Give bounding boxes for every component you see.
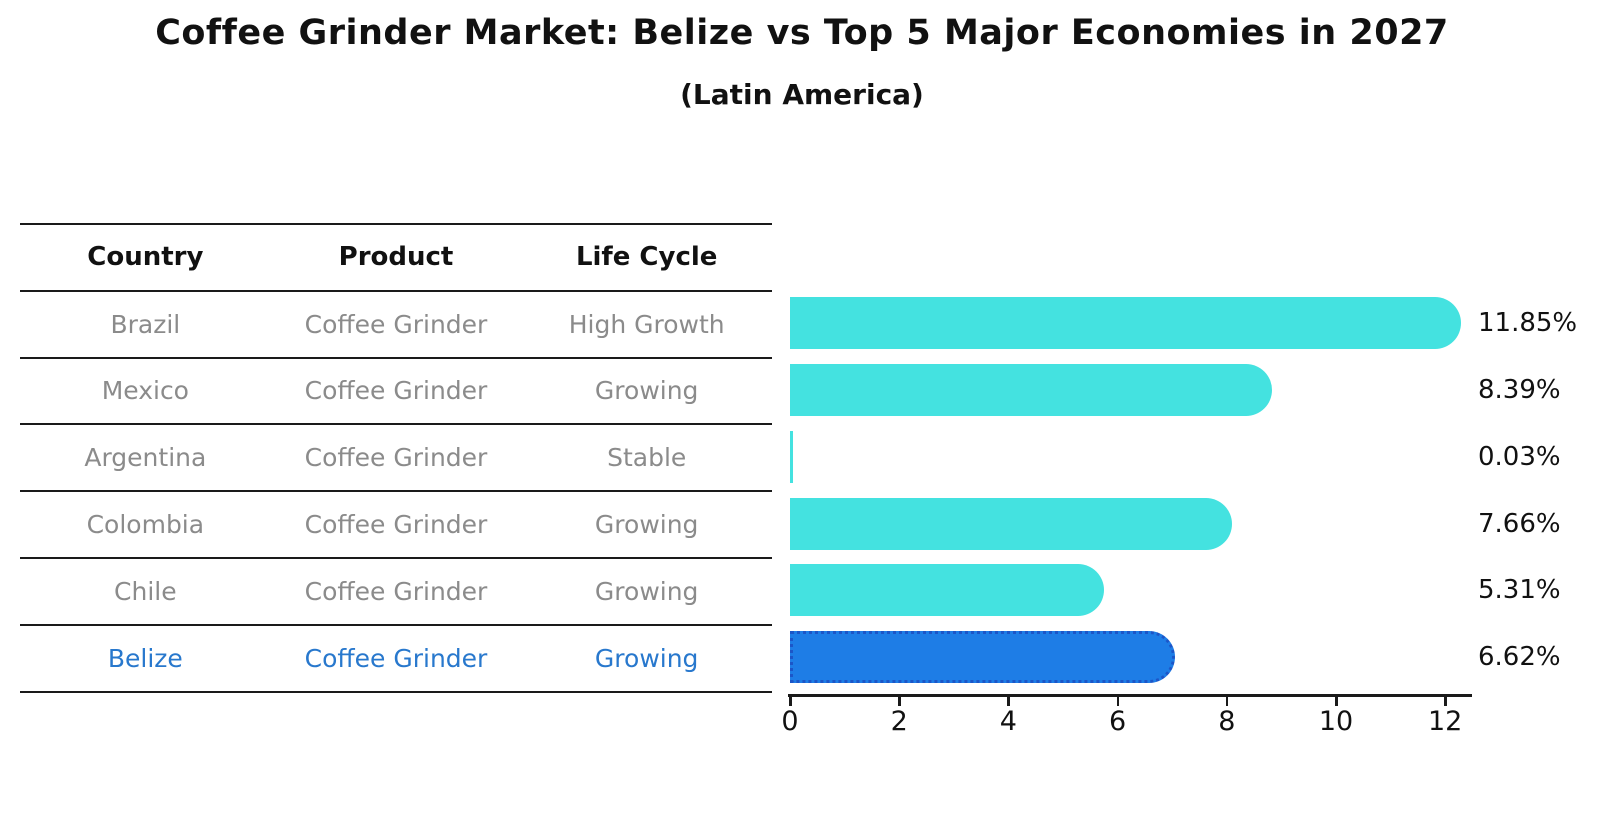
chart-subtitle: (Latin America) bbox=[680, 78, 924, 111]
x-axis-tick-label: 8 bbox=[1218, 706, 1236, 737]
bar-brazil bbox=[790, 297, 1461, 350]
x-axis-tick-mark bbox=[1335, 696, 1338, 706]
life-cycle-cell: Stable bbox=[607, 443, 687, 473]
bar-value-label: 0.03% bbox=[1478, 441, 1561, 472]
life-cycle-cell: Growing bbox=[594, 643, 699, 673]
country-cell: Belize bbox=[107, 643, 183, 673]
product-cell: Coffee Grinder bbox=[304, 643, 488, 673]
bar-value-label: 8.39% bbox=[1478, 375, 1561, 405]
product-cell: Coffee Grinder bbox=[304, 576, 488, 606]
table-header-cell: Country bbox=[87, 242, 204, 273]
bar-argentina bbox=[790, 430, 793, 483]
table-row: Brazil Coffee Grinder High Growth bbox=[20, 289, 772, 357]
country-table: Country Product Life Cycle Brazil Coffee Gri… bbox=[20, 223, 772, 693]
table-row: Chile Coffee Grinder Growing bbox=[20, 556, 772, 624]
table-header-row: Country Product Life Cycle bbox=[20, 223, 772, 290]
x-axis-tick-mark bbox=[789, 696, 792, 706]
table-row: Mexico Coffee Grinder Growing bbox=[20, 356, 772, 424]
x-axis-tick-label: 12 bbox=[1428, 706, 1463, 737]
x-axis-tick-mark bbox=[1007, 696, 1010, 706]
bar-chile bbox=[790, 564, 1104, 617]
bar-mexico bbox=[790, 364, 1273, 416]
x-axis-tick-label: 4 bbox=[999, 706, 1017, 737]
bar-value-label: 5.31% bbox=[1478, 575, 1561, 606]
product-cell: Coffee Grinder bbox=[304, 309, 488, 339]
bar-value-label: 7.66% bbox=[1478, 508, 1561, 539]
life-cycle-cell: Growing bbox=[594, 576, 699, 606]
x-axis-tick-mark bbox=[898, 696, 901, 706]
x-axis-tick-label: 10 bbox=[1318, 706, 1354, 737]
bar-value-label: 11.85% bbox=[1478, 308, 1578, 339]
x-axis-tick-label: 2 bbox=[890, 706, 908, 737]
x-axis-tick-mark bbox=[1225, 696, 1229, 706]
life-cycle-cell: High Growth bbox=[568, 309, 725, 339]
country-cell: Mexico bbox=[101, 376, 189, 406]
x-axis-tick-label: 6 bbox=[1109, 706, 1127, 737]
product-cell: Coffee Grinder bbox=[304, 443, 488, 473]
x-axis-line bbox=[788, 694, 1472, 697]
table-row: Belize Coffee Grinder Growing bbox=[20, 623, 772, 691]
bar-colombia bbox=[790, 497, 1233, 550]
country-cell: Colombia bbox=[86, 510, 205, 540]
country-cell: Argentina bbox=[84, 443, 207, 473]
x-axis-tick-mark bbox=[1116, 696, 1120, 706]
product-cell: Coffee Grinder bbox=[304, 376, 488, 406]
life-cycle-cell: Growing bbox=[594, 376, 699, 406]
product-cell: Coffee Grinder bbox=[304, 510, 488, 540]
country-cell: Chile bbox=[114, 576, 177, 606]
table-row: Colombia Coffee Grinder Growing bbox=[20, 490, 772, 557]
x-axis-tick-label: 0 bbox=[781, 706, 799, 737]
table-header-cell: Product bbox=[338, 242, 454, 273]
chart-title: Coffee Grinder Market: Belize vs Top 5 M… bbox=[155, 13, 1449, 53]
table-row: Argentina Coffee Grinder Stable bbox=[20, 423, 772, 490]
x-axis-tick-mark bbox=[1444, 696, 1447, 706]
bar-belize bbox=[790, 631, 1176, 684]
bar-value-label: 6.62% bbox=[1478, 642, 1561, 673]
table-header-cell: Life Cycle bbox=[575, 242, 718, 273]
life-cycle-cell: Growing bbox=[594, 510, 699, 540]
country-cell: Brazil bbox=[110, 309, 181, 339]
